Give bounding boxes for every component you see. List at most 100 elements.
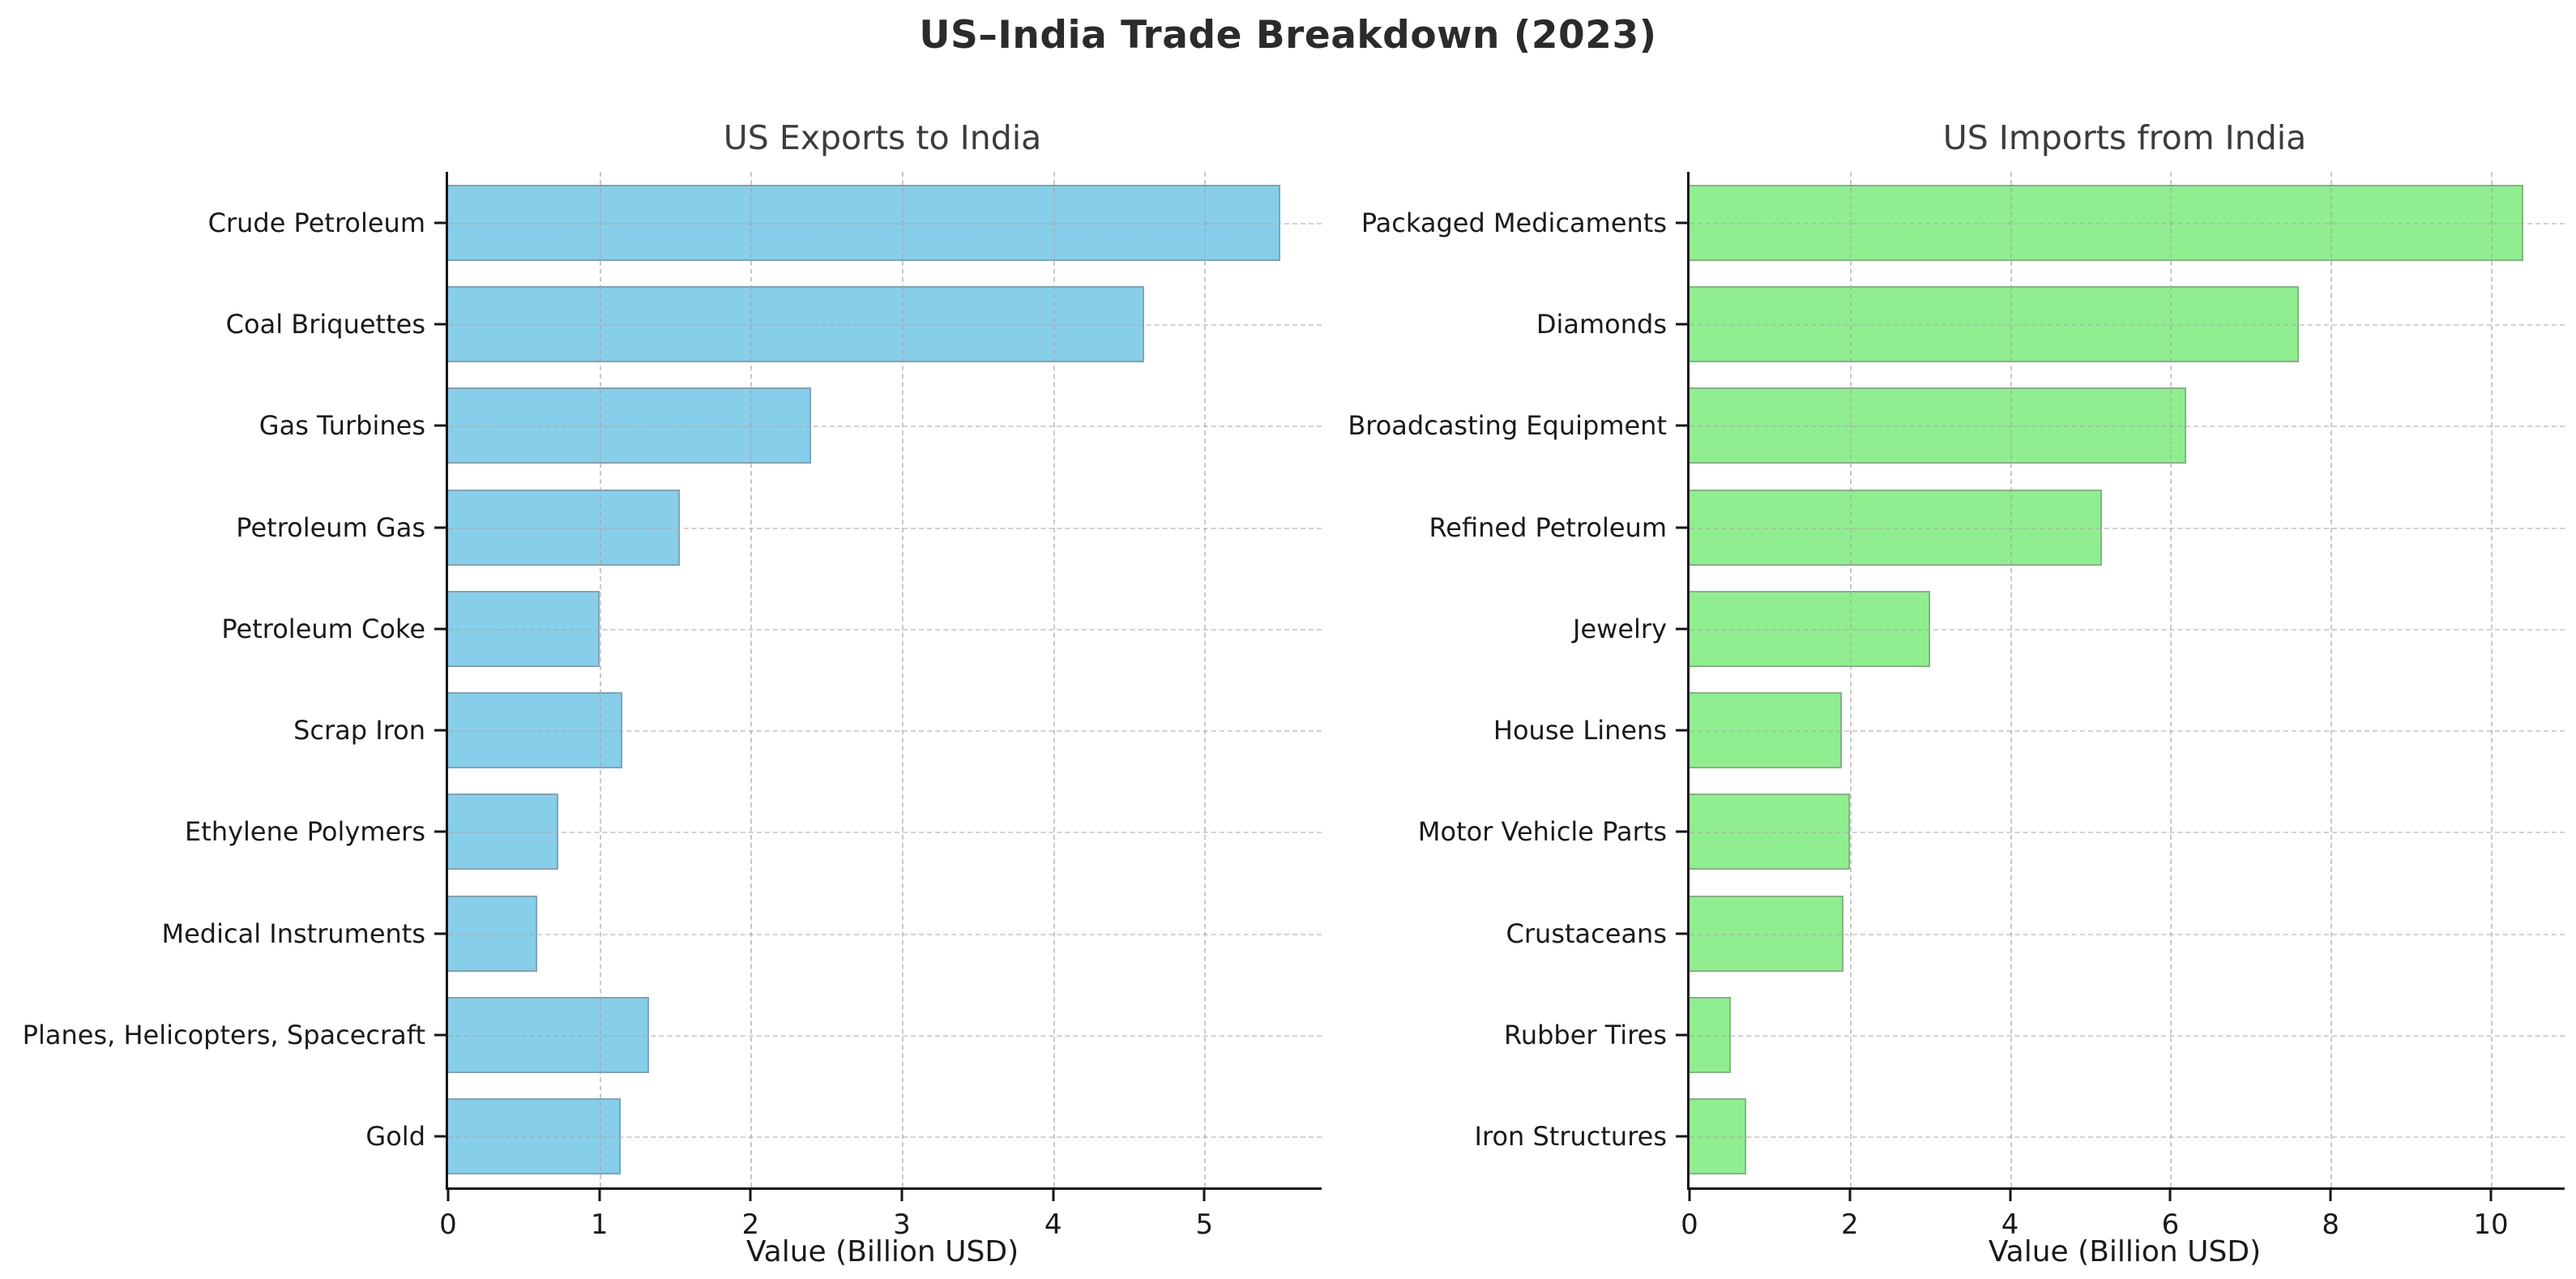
exports-plot-area: 0 1 2 3 4 5 Crude Petroleum Coal Briquettes Gas … bbox=[23, 172, 1322, 1241]
x-gridline bbox=[2330, 172, 2333, 1187]
x-tick-label: 5 bbox=[1195, 1208, 1214, 1241]
category-label: Crustaceans bbox=[1506, 918, 1667, 949]
x-tick-label: 0 bbox=[439, 1208, 457, 1241]
x-tick-label: 0 bbox=[1681, 1208, 1698, 1241]
x-tick-label: 2 bbox=[1840, 1208, 1859, 1241]
y-tick-mark bbox=[434, 627, 446, 631]
category-label: Refined Petroleum bbox=[1429, 511, 1667, 543]
category-label: Petroleum Gas bbox=[236, 511, 425, 543]
y-tick-mark bbox=[1676, 729, 1687, 732]
category-label: Packaged Medicaments bbox=[1361, 207, 1667, 238]
category-label: Scrap Iron bbox=[293, 715, 425, 746]
x-tick-mark bbox=[1203, 1190, 1206, 1201]
category-label: Jewelry bbox=[1573, 613, 1667, 644]
y-gridline bbox=[1690, 730, 2565, 733]
y-tick-mark bbox=[434, 526, 446, 529]
x-tick-mark bbox=[446, 1190, 450, 1201]
x-tick-label: 8 bbox=[2322, 1208, 2340, 1241]
x-tick-mark bbox=[749, 1190, 752, 1201]
exports-xaxis-label: Value (Billion USD) bbox=[745, 1235, 1019, 1268]
category-label: Gas Turbines bbox=[258, 410, 425, 442]
category-label: Iron Structures bbox=[1474, 1121, 1667, 1153]
x-tick-mark bbox=[1848, 1190, 1852, 1201]
y-gridline bbox=[1690, 832, 2565, 834]
category-label: Petroleum Coke bbox=[221, 613, 425, 644]
y-gridline bbox=[448, 1136, 1322, 1139]
y-tick-mark bbox=[1676, 424, 1687, 427]
y-tick-mark bbox=[434, 1033, 446, 1037]
x-tick-mark bbox=[1688, 1190, 1691, 1201]
y-tick-mark bbox=[1676, 526, 1687, 529]
category-label: Medical Instruments bbox=[161, 918, 426, 949]
imports-plot-area: 0 2 4 6 8 10 Packaged Medicaments Diamonds Broad… bbox=[1348, 172, 2565, 1241]
y-tick-mark bbox=[1676, 1033, 1687, 1037]
y-gridline bbox=[1690, 323, 2565, 326]
x-tick-mark bbox=[1052, 1190, 1055, 1201]
x-gridline bbox=[1849, 172, 1852, 1187]
y-gridline bbox=[448, 426, 1322, 428]
x-gridline bbox=[2010, 172, 2012, 1187]
category-label: Diamonds bbox=[1536, 308, 1667, 340]
y-gridline bbox=[448, 323, 1322, 326]
y-tick-mark bbox=[434, 729, 446, 732]
category-label: Crude Petroleum bbox=[207, 207, 425, 238]
y-tick-mark bbox=[1676, 323, 1687, 326]
y-gridline bbox=[1690, 628, 2565, 631]
exports-chart-title: US Exports to India bbox=[723, 118, 1042, 157]
y-tick-mark bbox=[434, 424, 446, 427]
x-tick-mark bbox=[598, 1190, 601, 1201]
category-label: Motor Vehicle Parts bbox=[1417, 816, 1667, 848]
x-gridline bbox=[2491, 172, 2493, 1187]
y-gridline bbox=[1690, 1035, 2565, 1037]
y-tick-mark bbox=[434, 932, 446, 935]
y-tick-mark bbox=[434, 323, 446, 326]
x-gridline bbox=[750, 172, 753, 1187]
x-tick-label: 1 bbox=[590, 1208, 609, 1241]
x-tick-mark bbox=[2168, 1190, 2172, 1201]
category-label: Planes, Helicopters, Spacecraft bbox=[22, 1020, 425, 1051]
y-gridline bbox=[1690, 933, 2565, 935]
y-gridline bbox=[448, 933, 1322, 935]
y-tick-mark bbox=[434, 830, 446, 833]
page-title: US–India Trade Breakdown (2023) bbox=[919, 13, 1657, 58]
x-tick-mark bbox=[2489, 1190, 2493, 1201]
y-tick-mark bbox=[1676, 932, 1687, 935]
y-gridline bbox=[448, 730, 1322, 733]
x-tick-label: 6 bbox=[2161, 1208, 2180, 1241]
x-tick-label: 4 bbox=[1044, 1208, 1062, 1241]
category-label: House Linens bbox=[1493, 715, 1667, 746]
y-gridline bbox=[1690, 527, 2565, 529]
x-tick-mark bbox=[2009, 1190, 2012, 1201]
x-tick-label: 2 bbox=[741, 1208, 760, 1241]
imports-xaxis-label: Value (Billion USD) bbox=[1988, 1235, 2262, 1268]
y-gridline bbox=[1690, 1136, 2565, 1139]
imports-chart-title: US Imports from India bbox=[1942, 118, 2307, 157]
y-gridline bbox=[448, 628, 1322, 631]
y-gridline bbox=[1690, 222, 2565, 225]
y-gridline bbox=[448, 527, 1322, 529]
x-tick-mark bbox=[900, 1190, 904, 1201]
category-label: Coal Briquettes bbox=[225, 308, 425, 340]
x-tick-label: 3 bbox=[893, 1208, 911, 1241]
y-tick-mark bbox=[1676, 830, 1687, 833]
y-tick-mark bbox=[1676, 627, 1687, 631]
category-label: Rubber Tires bbox=[1504, 1020, 1667, 1051]
y-gridline bbox=[448, 1035, 1322, 1037]
x-gridline bbox=[1204, 172, 1207, 1187]
category-label: Gold bbox=[365, 1121, 425, 1153]
y-gridline bbox=[448, 222, 1322, 225]
y-tick-mark bbox=[1676, 1135, 1687, 1138]
y-tick-mark bbox=[434, 1135, 446, 1138]
x-tick-label: 10 bbox=[2473, 1208, 2509, 1241]
x-gridline bbox=[2170, 172, 2172, 1187]
category-label: Ethylene Polymers bbox=[185, 816, 425, 848]
y-gridline bbox=[448, 832, 1322, 834]
y-tick-mark bbox=[1676, 221, 1687, 225]
x-tick-mark bbox=[2329, 1190, 2332, 1201]
y-tick-mark bbox=[434, 221, 446, 225]
x-tick-label: 4 bbox=[2001, 1208, 2019, 1241]
category-label: Broadcasting Equipment bbox=[1348, 410, 1667, 442]
x-gridline bbox=[599, 172, 601, 1187]
x-gridline bbox=[1053, 172, 1055, 1187]
